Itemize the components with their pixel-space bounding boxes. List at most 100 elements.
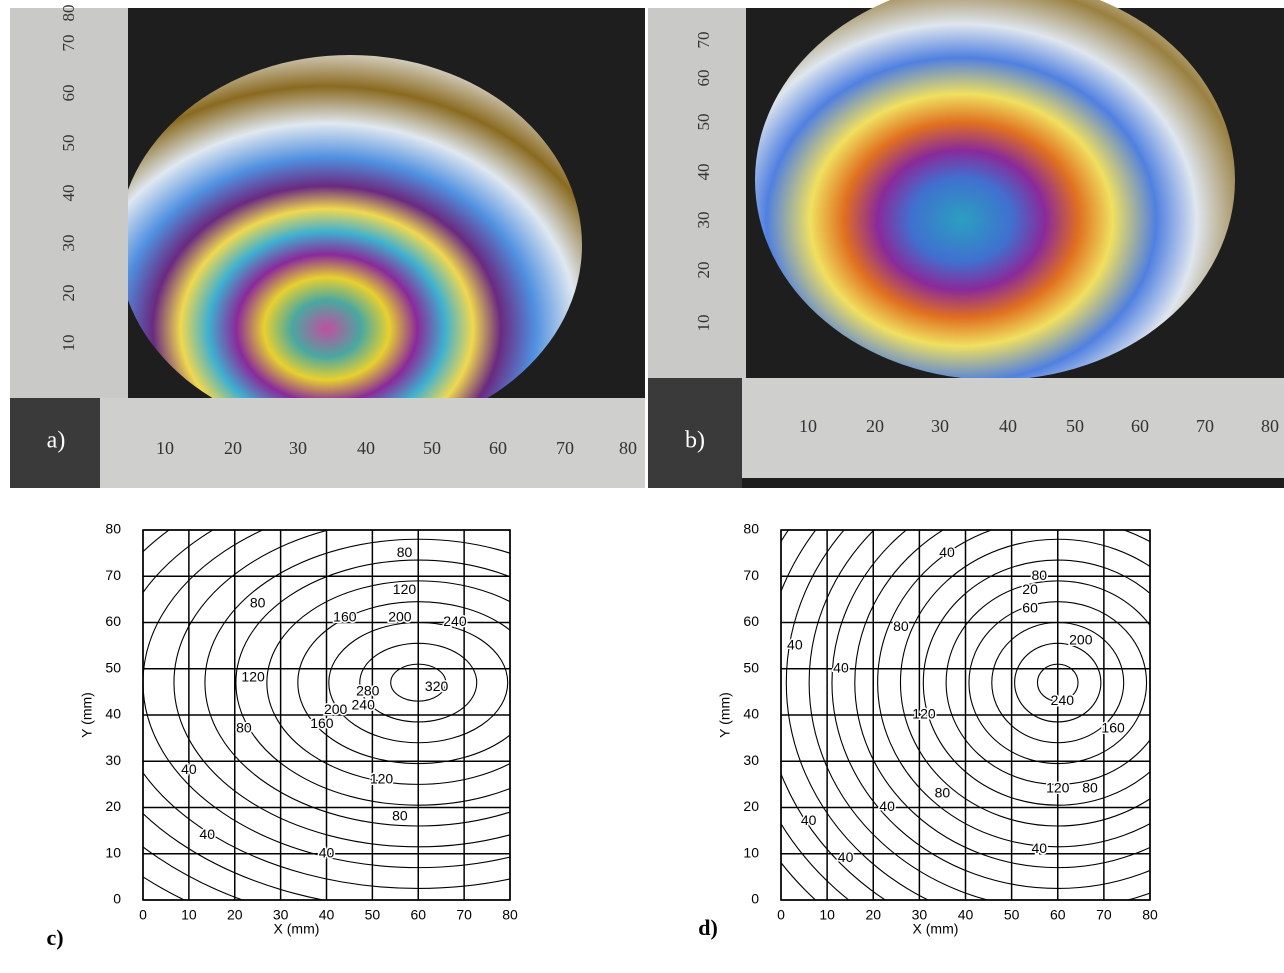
contour-label: 80 bbox=[935, 784, 951, 800]
panel-label: d) bbox=[698, 915, 718, 940]
contour-label: 80 bbox=[236, 720, 252, 736]
x-tick-label: 70 bbox=[1096, 907, 1112, 923]
contour-label: 40 bbox=[319, 844, 335, 860]
ruler-label: 10 bbox=[694, 315, 713, 332]
ruler-label: 30 bbox=[931, 416, 949, 436]
x-tick-label: 80 bbox=[1142, 907, 1158, 923]
x-tick-label: 0 bbox=[139, 907, 147, 923]
ruler-label: 30 bbox=[59, 235, 78, 252]
ruler-label: 40 bbox=[694, 164, 713, 181]
contour-label: 240 bbox=[1051, 692, 1075, 708]
x-tick-label: 70 bbox=[456, 907, 472, 923]
x-tick-label: 50 bbox=[1004, 907, 1020, 923]
contour-label: 60 bbox=[1022, 599, 1038, 615]
y-tick-label: 10 bbox=[743, 844, 759, 860]
ruler-label: 10 bbox=[156, 438, 174, 458]
y-tick-label: 50 bbox=[105, 659, 121, 675]
ruler-label: 50 bbox=[694, 114, 713, 131]
contour-label: 80 bbox=[392, 807, 408, 823]
x-axis-label: X (mm) bbox=[274, 921, 320, 937]
y-axis-label: Y (mm) bbox=[717, 692, 733, 738]
photo-label: a) bbox=[47, 428, 66, 454]
x-tick-label: 10 bbox=[181, 907, 197, 923]
x-tick-label: 40 bbox=[319, 907, 335, 923]
y-tick-label: 60 bbox=[743, 613, 759, 629]
contour-label: 40 bbox=[181, 761, 197, 777]
contour-label: 120 bbox=[241, 669, 265, 685]
contour-label: 120 bbox=[393, 581, 417, 597]
ruler-label: 50 bbox=[59, 135, 78, 152]
y-tick-label: 70 bbox=[743, 567, 759, 583]
ruler-label: 20 bbox=[694, 262, 713, 279]
contour-label: 40 bbox=[787, 636, 803, 652]
ruler-label: 30 bbox=[694, 212, 713, 229]
x-tick-label: 50 bbox=[365, 907, 381, 923]
ruler-label: 40 bbox=[59, 185, 78, 202]
contour-label: 160 bbox=[310, 715, 334, 731]
y-tick-label: 70 bbox=[105, 567, 121, 583]
ruler-label: 70 bbox=[59, 35, 78, 52]
y-tick-label: 40 bbox=[105, 706, 121, 722]
y-axis-label: Y (mm) bbox=[79, 692, 95, 738]
photos bbox=[10, 0, 1284, 488]
ruler-label: 40 bbox=[357, 438, 375, 458]
y-tick-label: 20 bbox=[743, 798, 759, 814]
y-tick-label: 20 bbox=[105, 798, 121, 814]
ruler-label: 20 bbox=[224, 438, 242, 458]
ruler-label: 60 bbox=[59, 85, 78, 102]
disk-a bbox=[118, 55, 582, 435]
contour-label: 20 bbox=[1022, 581, 1038, 597]
ruler-label: 70 bbox=[556, 438, 574, 458]
ruler-label: 80 bbox=[619, 438, 637, 458]
ruler-label: 20 bbox=[59, 285, 78, 302]
y-tick-label: 30 bbox=[105, 752, 121, 768]
ruler-label: 60 bbox=[489, 438, 507, 458]
contour-label: 40 bbox=[879, 798, 895, 814]
contour-label: 40 bbox=[939, 544, 955, 560]
contour-label: 40 bbox=[1032, 840, 1048, 856]
contour-label: 40 bbox=[833, 659, 849, 675]
ruler-label: 80 bbox=[1261, 416, 1279, 436]
x-tick-label: 10 bbox=[819, 907, 835, 923]
figure: a) 10 20 30 40 50 60 70 80 10 20 30 40 50 60 70 80 b) 10 20… bbox=[0, 0, 1284, 973]
contour-label: 80 bbox=[397, 544, 413, 560]
x-tick-label: 40 bbox=[958, 907, 974, 923]
y-tick-label: 80 bbox=[105, 521, 121, 537]
ruler-label: 70 bbox=[1196, 416, 1214, 436]
contour-label: 40 bbox=[838, 849, 854, 865]
contour-label: 200 bbox=[1069, 632, 1093, 648]
x-tick-label: 60 bbox=[1050, 907, 1066, 923]
ruler-label: 40 bbox=[999, 416, 1017, 436]
y-tick-label: 80 bbox=[743, 521, 759, 537]
contour-label: 160 bbox=[333, 609, 357, 625]
contour-label: 160 bbox=[1101, 720, 1125, 736]
ruler-label: 30 bbox=[289, 438, 307, 458]
ruler-label: 10 bbox=[59, 335, 78, 352]
ruler-label: 50 bbox=[423, 438, 441, 458]
ruler-label: 60 bbox=[694, 70, 713, 87]
y-tick-label: 10 bbox=[105, 844, 121, 860]
x-tick-label: 80 bbox=[502, 907, 518, 923]
contour-label: 120 bbox=[912, 706, 936, 722]
y-tick-label: 30 bbox=[743, 752, 759, 768]
ruler-label: 80 bbox=[59, 5, 78, 22]
contour-label: 120 bbox=[1046, 780, 1070, 796]
y-tick-label: 60 bbox=[105, 613, 121, 629]
photo-label: b) bbox=[685, 428, 705, 454]
y-tick-label: 40 bbox=[743, 706, 759, 722]
x-axis-label: X (mm) bbox=[913, 921, 959, 937]
ruler-label: 10 bbox=[799, 416, 817, 436]
contour-label: 40 bbox=[801, 812, 817, 828]
contour-label: 80 bbox=[250, 595, 266, 611]
ruler-label: 50 bbox=[1066, 416, 1084, 436]
ruler-label: 20 bbox=[866, 416, 884, 436]
contour-label: 80 bbox=[1082, 780, 1098, 796]
contour-label: 120 bbox=[370, 770, 394, 786]
x-tick-label: 0 bbox=[777, 907, 785, 923]
ruler-label: 60 bbox=[1131, 416, 1149, 436]
contour-label: 240 bbox=[352, 696, 376, 712]
contour-label: 240 bbox=[443, 613, 467, 629]
x-tick-label: 60 bbox=[410, 907, 426, 923]
x-tick-label: 20 bbox=[227, 907, 243, 923]
y-tick-label: 0 bbox=[113, 891, 121, 907]
